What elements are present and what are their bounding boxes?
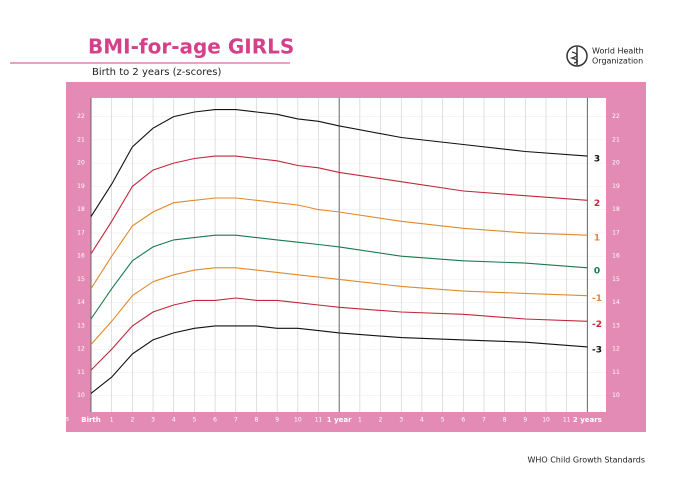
x-tick-label: 2 [379,417,383,424]
legend-label: 3 [594,155,600,165]
x-tick-label: 8 [255,417,259,424]
x-tick-label: 9 [275,417,279,424]
x-tick-label: 2 [130,417,134,424]
y-tick-label: 11 [77,369,85,376]
y-tick-label: 18 [77,206,85,213]
series-line [90,234,588,320]
y-tick-label: 11 [612,369,620,376]
org-name: World Health [592,47,644,56]
y-tick-label: 10 [77,392,85,399]
y-tick-label: 16 [77,253,85,260]
series-line [90,197,588,289]
legend-label: -2 [592,320,602,330]
x-tick-label: 4 [420,417,424,424]
legend-label: 2 [594,199,600,209]
y-tick-label: 21 [77,136,85,143]
y-tick-label: 17 [77,229,85,236]
x-tick-label: 8 [503,417,507,424]
y-tick-label: 22 [77,113,85,120]
y-tick-label: 17 [612,229,620,236]
series-line [90,325,588,394]
x-tick-label: 11 [563,417,571,424]
x-tick-label: 7 [482,417,486,424]
chart-subtitle: Birth to 2 years (z-scores) [92,67,221,78]
x-tick-label: 2 years [573,416,602,424]
y-tick-label: 18 [612,206,620,213]
y-tick-label: 13 [612,322,620,329]
x-axis-label: Age (completed months and years) [260,435,437,446]
x-axis-note: Months [47,416,69,423]
y-tick-label: 14 [77,299,85,306]
x-tick-label: 1 year [327,416,352,424]
x-tick-label: 10 [294,417,302,424]
x-tick-label: 1 [358,417,362,424]
y-tick-label: 20 [77,160,85,167]
series-line [90,155,588,255]
who-logo [566,45,588,67]
y-tick-label: 19 [77,183,85,190]
legend-label: 1 [594,234,600,244]
x-tick-label: Birth [81,416,101,424]
legend-label: -3 [592,345,602,355]
x-tick-label: 5 [441,417,445,424]
y-tick-label: 19 [612,183,620,190]
y-tick-label: 15 [77,276,85,283]
y-tick-label: 22 [612,113,620,120]
x-tick-label: 9 [523,417,527,424]
org-name: Organization [592,57,643,66]
series-line [90,109,588,217]
x-tick-label: 3 [151,417,155,424]
x-tick-label: 1 [110,417,114,424]
x-tick-label: 5 [192,417,196,424]
series-line [90,297,588,371]
y-tick-label: 12 [77,346,85,353]
x-tick-label: 6 [213,417,217,424]
chart-title: BMI-for-age GIRLS [88,35,294,59]
y-tick-label: 10 [612,392,620,399]
legend-label: 0 [594,266,600,276]
x-tick-label: 7 [234,417,238,424]
x-tick-label: 11 [315,417,323,424]
legend-label: -1 [592,294,602,304]
y-tick-label: 20 [612,160,620,167]
y-tick-label: 14 [612,299,620,306]
y-axis-label: BMI (kg/m²) [53,219,62,266]
y-tick-label: 15 [612,276,620,283]
y-tick-label: 21 [612,136,620,143]
y-tick-label: 12 [612,346,620,353]
plot-area [91,98,606,412]
x-tick-label: 3 [399,417,403,424]
y-tick-label: 16 [612,253,620,260]
source: WHO Child Growth Standards [527,456,645,465]
x-tick-label: 4 [172,417,176,424]
x-tick-label: 6 [461,417,465,424]
y-tick-label: 13 [77,322,85,329]
series-line [90,267,588,345]
x-tick-label: 10 [542,417,550,424]
